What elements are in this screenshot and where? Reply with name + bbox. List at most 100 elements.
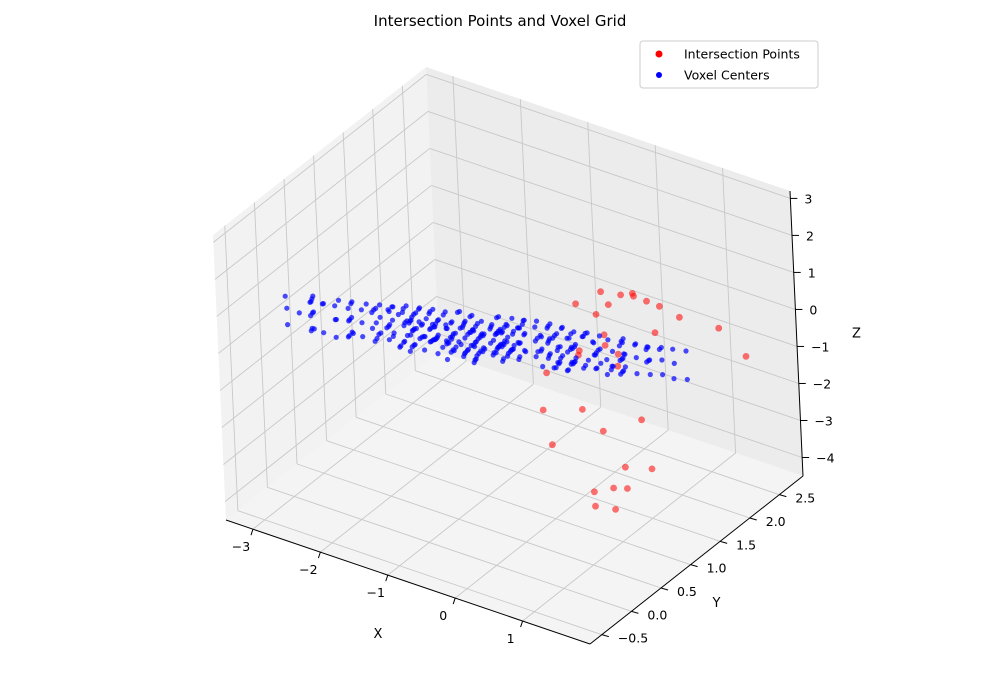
voxel-center bbox=[345, 305, 351, 311]
voxel-center bbox=[398, 343, 404, 349]
voxel-center bbox=[597, 346, 603, 352]
intersection-point bbox=[592, 311, 600, 318]
voxel-center bbox=[359, 320, 365, 326]
voxel-center bbox=[489, 322, 495, 328]
voxel-center bbox=[474, 320, 481, 327]
voxel-center bbox=[470, 327, 476, 333]
voxel-center bbox=[571, 329, 577, 335]
voxel-center bbox=[449, 319, 455, 325]
voxel-center bbox=[557, 359, 563, 365]
gridline-y bbox=[401, 85, 416, 371]
z-tick-label: 0 bbox=[809, 302, 817, 317]
intersection-point bbox=[656, 302, 663, 310]
intersection-point bbox=[579, 406, 586, 413]
gridline-y bbox=[237, 510, 602, 636]
voxel-center bbox=[647, 371, 653, 378]
voxel-center bbox=[391, 330, 397, 336]
voxel-center bbox=[621, 368, 627, 374]
voxel-center bbox=[584, 330, 590, 336]
y-tick-label: −0.5 bbox=[618, 631, 648, 646]
x-tick-mark bbox=[317, 551, 321, 559]
intersection-point bbox=[676, 313, 683, 321]
axes-gridlines bbox=[213, 73, 803, 636]
voxel-center bbox=[521, 317, 527, 323]
voxel-center bbox=[660, 372, 666, 378]
voxel-center bbox=[598, 360, 604, 366]
voxel-center bbox=[633, 355, 639, 361]
voxel-center bbox=[605, 337, 611, 343]
gridline-x bbox=[722, 168, 737, 454]
intersection-point bbox=[648, 465, 656, 473]
voxel-center bbox=[481, 331, 487, 337]
intersection-point bbox=[572, 300, 579, 308]
z-tick-label: 3 bbox=[804, 191, 812, 206]
voxel-center bbox=[594, 365, 600, 371]
z-tick-label: −3 bbox=[814, 413, 832, 428]
voxel-center bbox=[404, 332, 411, 339]
voxel-center bbox=[538, 334, 545, 340]
voxel-center bbox=[505, 334, 511, 340]
voxel-center bbox=[443, 338, 450, 344]
z-tick-label: −2 bbox=[813, 376, 831, 391]
voxel-center bbox=[547, 351, 553, 357]
intersection-point bbox=[600, 331, 608, 339]
voxel-center bbox=[490, 337, 497, 343]
intersection-point bbox=[638, 416, 645, 424]
gridline-y bbox=[356, 416, 721, 542]
intersection-point bbox=[742, 353, 750, 360]
voxel-center bbox=[659, 357, 665, 363]
voxel-center bbox=[554, 331, 560, 337]
gridline-z bbox=[223, 296, 437, 465]
voxel-center bbox=[572, 341, 579, 348]
gridline-x bbox=[519, 99, 534, 385]
voxel-center bbox=[619, 340, 625, 346]
voxel-center bbox=[465, 346, 471, 352]
voxel-center bbox=[416, 305, 423, 311]
voxel-center bbox=[585, 357, 592, 363]
gridline-z bbox=[438, 333, 803, 458]
voxel-center bbox=[395, 311, 401, 318]
y-axis-line bbox=[589, 475, 804, 645]
voxel-center bbox=[456, 308, 463, 315]
voxel-center bbox=[390, 304, 396, 310]
x-tick-label: −2 bbox=[299, 562, 317, 577]
gridline-x bbox=[452, 76, 467, 362]
gridline-y bbox=[296, 463, 662, 589]
voxel-center bbox=[533, 318, 540, 324]
voxel-center bbox=[596, 333, 603, 339]
gridline-y bbox=[326, 440, 691, 566]
scatter-points bbox=[282, 288, 750, 513]
legend-marker-intersection bbox=[655, 50, 663, 58]
voxel-center bbox=[540, 363, 546, 370]
voxel-center bbox=[516, 325, 523, 331]
legend: Intersection Points Voxel Centers bbox=[639, 40, 819, 89]
voxel-center bbox=[523, 349, 529, 355]
voxel-center bbox=[335, 297, 342, 303]
chart-title: Intersection Points and Voxel Grid bbox=[374, 12, 627, 30]
voxel-center bbox=[377, 314, 383, 320]
voxel-center bbox=[456, 339, 462, 345]
voxel-center bbox=[462, 335, 468, 341]
gridline-x bbox=[522, 452, 736, 622]
x-tick-mark bbox=[452, 597, 456, 605]
intersection-point bbox=[604, 301, 612, 308]
voxel-center bbox=[435, 317, 442, 323]
intersection-point bbox=[601, 342, 609, 349]
voxel-center bbox=[658, 344, 664, 351]
voxel-center bbox=[622, 351, 628, 357]
intersection-point bbox=[628, 290, 636, 297]
voxel-center bbox=[430, 306, 436, 312]
voxel-center bbox=[440, 344, 446, 350]
intersection-point bbox=[549, 441, 556, 449]
gridline-z bbox=[427, 110, 793, 236]
z-tick-label: 2 bbox=[806, 228, 814, 243]
voxel-center bbox=[497, 326, 503, 332]
voxel-center bbox=[412, 342, 418, 348]
voxel-center bbox=[533, 354, 539, 360]
voxel-center bbox=[333, 316, 339, 323]
voxel-center bbox=[373, 305, 379, 311]
voxel-center bbox=[683, 348, 689, 354]
voxel-center bbox=[407, 348, 413, 354]
legend-label-voxel: Voxel Centers bbox=[684, 68, 770, 83]
